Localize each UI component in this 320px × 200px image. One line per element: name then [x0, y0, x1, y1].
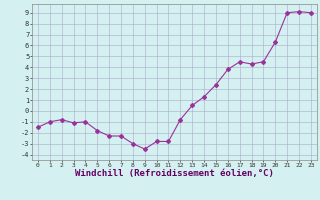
X-axis label: Windchill (Refroidissement éolien,°C): Windchill (Refroidissement éolien,°C)	[75, 169, 274, 178]
